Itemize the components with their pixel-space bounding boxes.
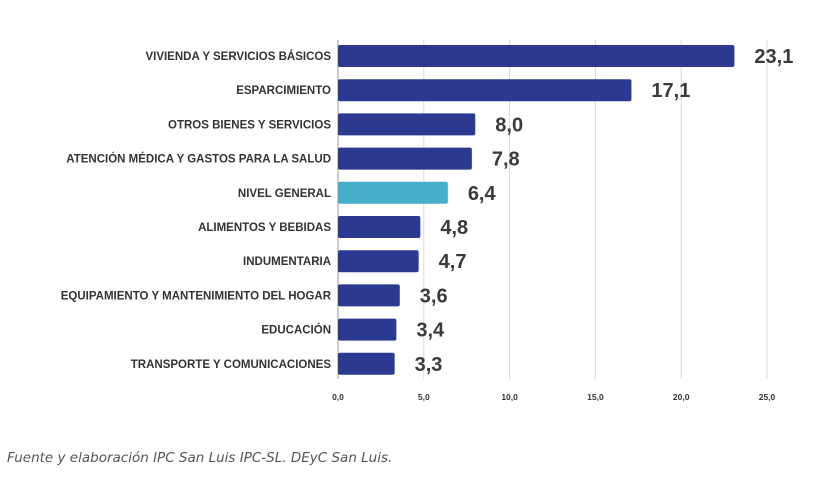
value-label: 7,8 bbox=[492, 149, 520, 171]
value-label: 17,1 bbox=[651, 80, 690, 102]
category-label: INDUMENTARIA bbox=[243, 256, 331, 268]
value-label: 4,7 bbox=[439, 251, 467, 273]
value-label: 8,0 bbox=[495, 114, 523, 136]
category-label: TRANSPORTE Y COMUNICACIONES bbox=[131, 359, 332, 371]
category-label: VIVIENDA Y SERVICIOS BÁSICOS bbox=[145, 50, 331, 63]
bar bbox=[338, 284, 400, 307]
bar bbox=[338, 352, 395, 375]
category-label: ESPARCIMIENTO bbox=[236, 85, 331, 97]
value-label: 23,1 bbox=[754, 46, 793, 68]
value-label: 6,4 bbox=[468, 183, 497, 205]
value-label: 4,8 bbox=[440, 217, 468, 239]
x-tick-label: 25,0 bbox=[759, 392, 776, 402]
bar bbox=[338, 113, 476, 136]
category-label: EQUIPAMIENTO Y MANTENIMIENTO DEL HOGAR bbox=[61, 290, 332, 302]
value-label: 3,3 bbox=[415, 354, 443, 376]
bar bbox=[338, 147, 472, 170]
x-tick-label: 10,0 bbox=[501, 392, 518, 402]
bar bbox=[338, 45, 735, 67]
bar-chart: 0,0 5,0 10,0 15,0 20,0 25,0 VIVIENDA Y SERVICI… bbox=[61, 40, 793, 402]
category-label: ATENCIÓN MÉDICA Y GASTOS PARA LA SALUD bbox=[66, 153, 331, 166]
x-tick-label: 15,0 bbox=[587, 392, 604, 402]
value-label: 3,6 bbox=[420, 285, 448, 307]
category-label: ALIMENTOS Y BEBIDAS bbox=[198, 222, 331, 234]
source-note: Fuente y elaboración IPC San Luis IPC-SL… bbox=[7, 450, 393, 466]
category-label: EDUCACIÓN bbox=[261, 324, 331, 337]
bar bbox=[338, 216, 421, 238]
x-tick-label: 0,0 bbox=[332, 392, 344, 402]
bar bbox=[338, 79, 632, 102]
bar bbox=[338, 250, 419, 273]
bar bbox=[338, 318, 397, 341]
x-tick-label: 5,0 bbox=[418, 392, 430, 402]
category-label: NIVEL GENERAL bbox=[238, 188, 331, 200]
category-label: OTROS BIENES Y SERVICIOS bbox=[168, 119, 331, 131]
value-label: 3,4 bbox=[416, 320, 445, 342]
bar bbox=[338, 181, 448, 204]
x-tick-label: 20,0 bbox=[673, 392, 690, 402]
